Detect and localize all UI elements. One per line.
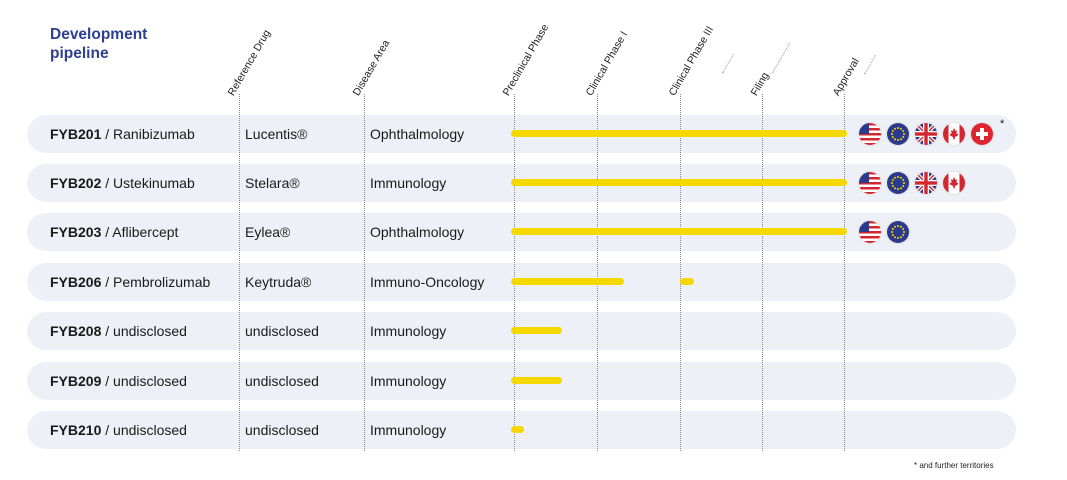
product-name: FYB209 / undisclosed [50, 372, 187, 390]
progress-bar [511, 179, 847, 186]
uk-flag-icon [915, 123, 937, 145]
product-code: FYB201 [50, 126, 102, 142]
reference-drug: Eylea® [245, 224, 291, 240]
progress-bar [511, 426, 524, 433]
disease-area: Immuno-Oncology [370, 274, 485, 290]
product-code: FYB208 [50, 323, 102, 339]
product-molecule: / Ustekinumab [101, 175, 195, 191]
progress-bar [511, 327, 563, 334]
us-flag-icon [859, 221, 881, 243]
progress-marker [680, 278, 695, 285]
product-molecule: / Aflibercept [101, 224, 179, 240]
product-name: FYB206 / Pembrolizumab [50, 273, 210, 291]
disease-area: Immunology [370, 422, 447, 438]
eu-flag-icon [887, 221, 909, 243]
col-line-reference-drug [239, 94, 240, 451]
disease-area: Immunology [370, 323, 447, 339]
product-name: FYB202 / Ustekinumab [50, 174, 195, 192]
header-dots-approval [864, 54, 876, 75]
product-code: FYB209 [50, 373, 102, 389]
eu-flag-icon [887, 123, 909, 145]
col-header-preclinical: Preclinical Phase [500, 22, 552, 98]
disease-area: Ophthalmology [370, 126, 465, 142]
title-line-2: pipeline [50, 45, 109, 62]
us-flag-icon [859, 123, 881, 145]
footnote: * and further territories [914, 461, 994, 470]
page-title: Development pipeline [50, 25, 147, 63]
uk-flag-icon [915, 172, 937, 194]
col-line-clinical-phase-1 [597, 94, 598, 451]
col-line-approval [844, 94, 845, 451]
disease-area: Immunology [370, 373, 447, 389]
disease-area: Immunology [370, 175, 447, 191]
col-line-clinical-phase-3 [680, 94, 681, 451]
product-code: FYB202 [50, 175, 102, 191]
col-header-clinical-phase-1: Clinical Phase I [583, 29, 631, 98]
col-header-approval: Approval [830, 56, 862, 98]
reference-drug: undisclosed [245, 323, 319, 339]
reference-drug: Keytruda® [245, 274, 312, 290]
eu-flag-icon [887, 172, 909, 194]
col-header-disease-area: Disease Area [350, 37, 393, 98]
product-molecule: / Pembrolizumab [101, 274, 211, 290]
col-line-preclinical [514, 94, 515, 451]
title-line-1: Development [50, 26, 148, 43]
ch-flag-icon [971, 123, 993, 145]
progress-bar [511, 228, 847, 235]
product-code: FYB203 [50, 224, 102, 240]
col-header-reference-drug: Reference Drug [225, 27, 274, 99]
product-code: FYB210 [50, 422, 102, 438]
header-dots-clinical-phase-3 [722, 53, 734, 74]
ca-flag-icon [943, 172, 965, 194]
product-name: FYB210 / undisclosed [50, 421, 187, 439]
disease-area: Ophthalmology [370, 224, 465, 240]
progress-bar [511, 130, 847, 137]
product-name: FYB208 / undisclosed [50, 322, 187, 340]
col-line-filing [762, 94, 763, 451]
territories-asterisk: * [1000, 118, 1005, 130]
product-molecule: / undisclosed [101, 422, 187, 438]
header-dots-filing [772, 42, 791, 74]
col-header-clinical-phase-3: Clinical Phase III [666, 24, 717, 98]
us-flag-icon [859, 172, 881, 194]
col-line-disease-area [364, 94, 365, 451]
product-name: FYB201 / Ranibizumab [50, 125, 195, 143]
reference-drug: undisclosed [245, 373, 319, 389]
product-molecule: / undisclosed [101, 373, 187, 389]
product-molecule: / undisclosed [101, 323, 187, 339]
reference-drug: Stelara® [245, 175, 300, 191]
product-code: FYB206 [50, 274, 102, 290]
product-molecule: / Ranibizumab [101, 126, 195, 142]
reference-drug: undisclosed [245, 422, 319, 438]
progress-bar [511, 377, 563, 384]
reference-drug: Lucentis® [245, 126, 308, 142]
product-name: FYB203 / Aflibercept [50, 223, 178, 241]
progress-bar [511, 278, 625, 285]
ca-flag-icon [943, 123, 965, 145]
col-header-filing: Filing [748, 70, 772, 98]
